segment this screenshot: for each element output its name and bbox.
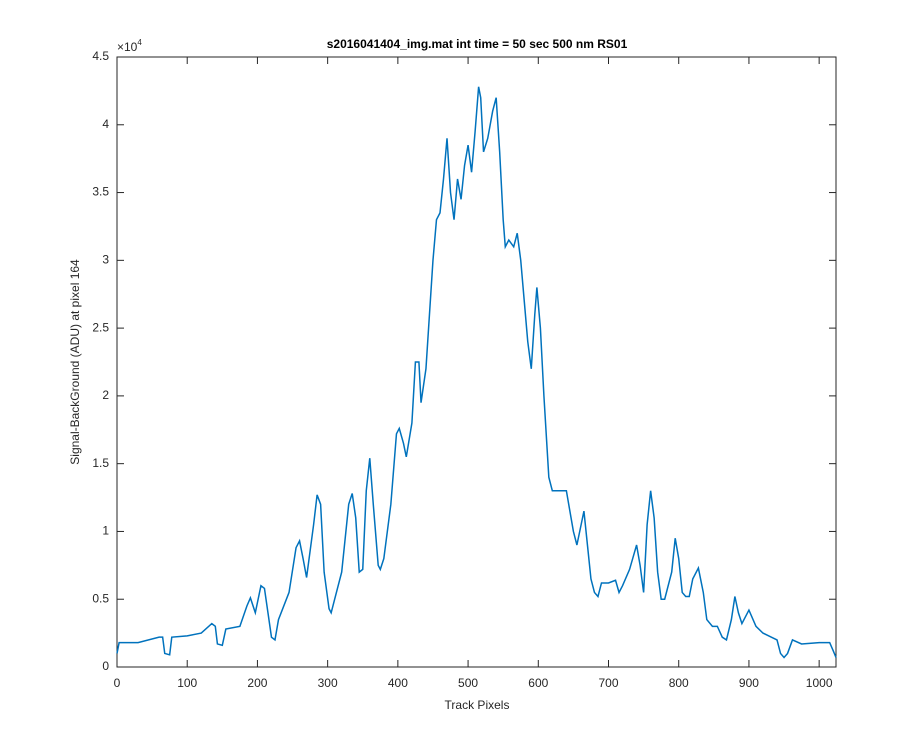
x-tick-label: 500 xyxy=(458,676,478,690)
x-tick-label: 200 xyxy=(247,676,267,690)
y-tick-label: 0 xyxy=(102,659,109,673)
x-tick-label: 700 xyxy=(598,676,618,690)
y-axis-label: Signal-BackGround (ADU) at pixel 164 xyxy=(68,259,82,465)
x-tick-label: 1000 xyxy=(806,676,833,690)
y-exponent: ×104 xyxy=(117,38,142,54)
y-tick-label: 3 xyxy=(102,253,109,267)
y-tick-label: 2.5 xyxy=(92,320,109,334)
plot-frame xyxy=(116,56,837,668)
y-tick-label: 4.5 xyxy=(92,49,109,63)
y-tick-label: 3.5 xyxy=(92,185,109,199)
y-tick-label: 4 xyxy=(102,117,109,131)
x-tick-label: 100 xyxy=(177,676,197,690)
x-tick-label: 400 xyxy=(388,676,408,690)
x-tick-label: 600 xyxy=(528,676,548,690)
y-tick-label: 1 xyxy=(102,524,109,538)
y-tick-label: 1.5 xyxy=(92,456,109,470)
x-axis-label: Track Pixels xyxy=(445,698,510,712)
data-line xyxy=(116,86,837,659)
x-tick-label: 800 xyxy=(669,676,689,690)
x-tick-label: 300 xyxy=(318,676,338,690)
y-tick-label: 0.5 xyxy=(92,591,109,605)
x-tick-label: 900 xyxy=(739,676,759,690)
y-exponent-base: ×10 xyxy=(117,40,138,54)
y-exponent-power: 4 xyxy=(137,38,142,47)
y-tick-label: 2 xyxy=(102,388,109,402)
chart-title: s2016041404_img.mat int time = 50 sec 50… xyxy=(327,37,628,51)
x-tick-label: 0 xyxy=(114,676,121,690)
